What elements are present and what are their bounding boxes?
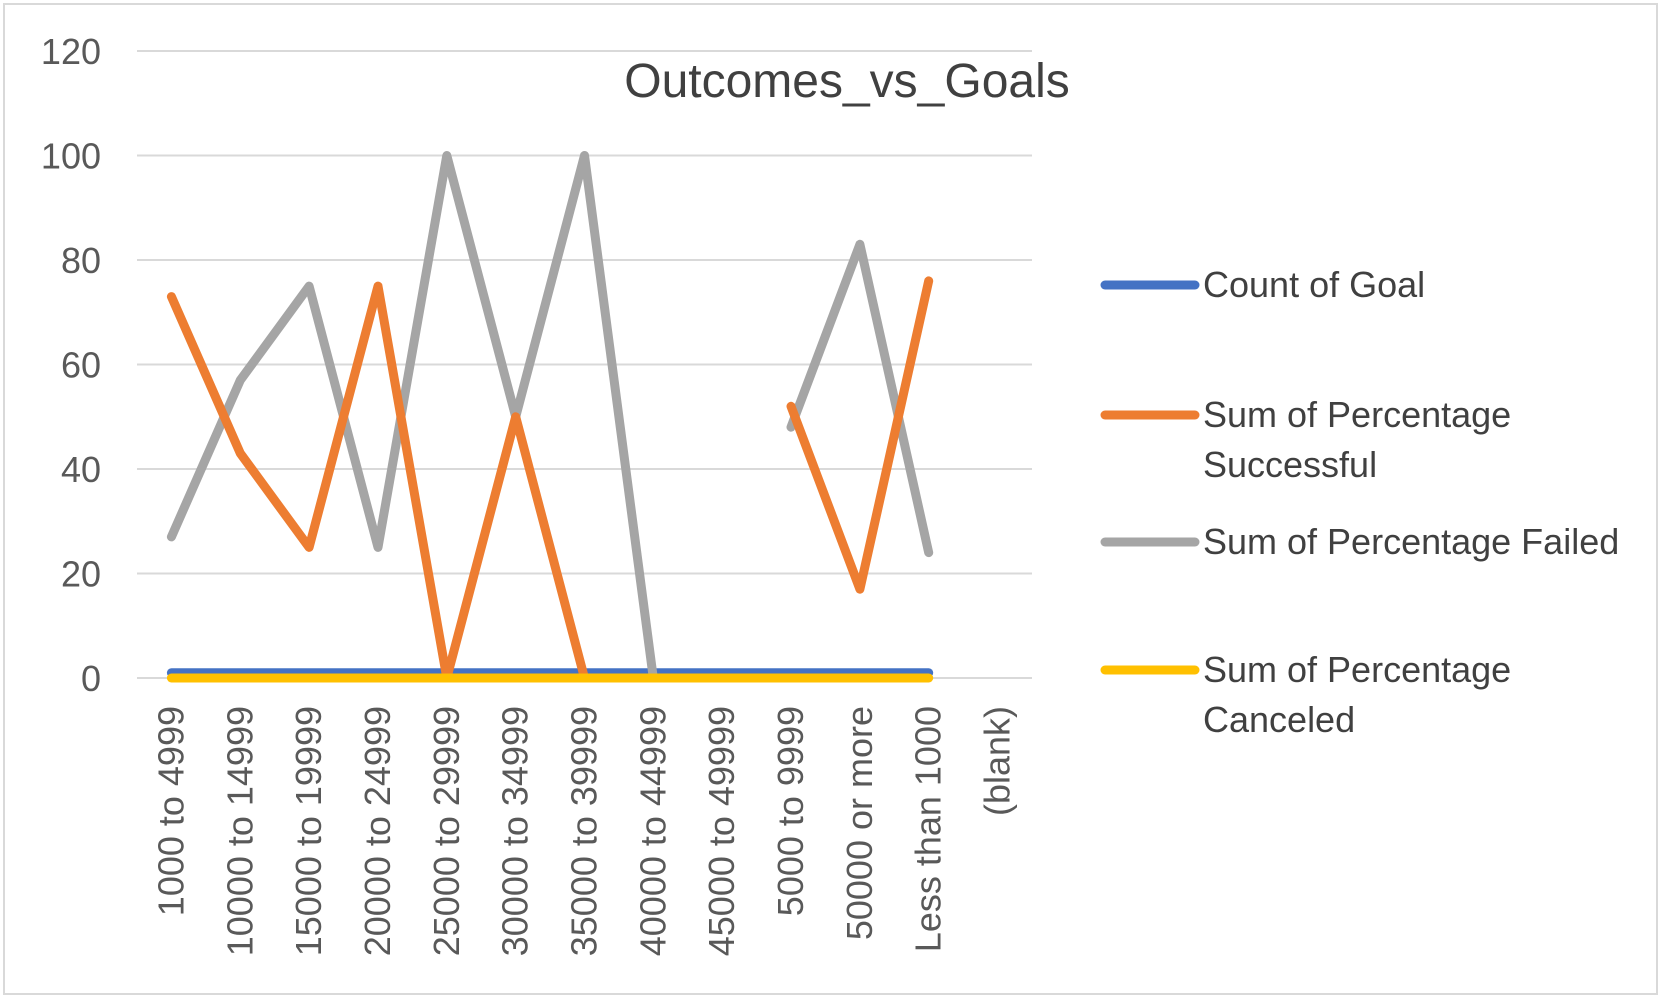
legend-label: Sum of Percentage <box>1203 649 1511 690</box>
x-tick-label: 10000 to 14999 <box>219 706 260 956</box>
y-axis-ticks: 0 20 40 60 80 100 120 <box>41 31 101 699</box>
x-tick-label: 50000 or more <box>839 706 880 940</box>
legend-label: Canceled <box>1203 699 1355 740</box>
x-tick-label: 35000 to 39999 <box>564 706 605 956</box>
x-tick-label: 30000 to 34999 <box>495 706 536 956</box>
y-tick-label: 100 <box>41 136 101 177</box>
series-line <box>166 151 658 683</box>
legend-label: Successful <box>1203 444 1377 485</box>
y-tick-label: 120 <box>41 31 101 72</box>
y-tick-label: 20 <box>61 554 101 595</box>
legend: Count of Goal Sum of Percentage Successful… <box>1100 264 1619 740</box>
y-tick-label: 60 <box>61 345 101 386</box>
series-line <box>786 239 934 558</box>
x-tick-label: 40000 to 44999 <box>632 706 673 956</box>
chart-title: Outcomes_vs_Goals <box>624 55 1070 108</box>
x-tick-label: 5000 to 9999 <box>770 706 811 916</box>
legend-label: Sum of Percentage Failed <box>1203 521 1619 562</box>
series-line <box>166 281 589 683</box>
x-tick-label: (blank) <box>977 706 1018 816</box>
x-tick-label: 25000 to 29999 <box>426 706 467 956</box>
x-tick-label: 45000 to 49999 <box>701 706 742 956</box>
x-axis-ticks: 1000 to 4999 10000 to 14999 15000 to 19999… <box>150 706 1017 956</box>
x-tick-label: 20000 to 24999 <box>357 706 398 956</box>
legend-label: Sum of Percentage <box>1203 394 1511 435</box>
series-lines <box>166 151 934 683</box>
y-tick-label: 0 <box>81 658 101 699</box>
series-line <box>786 276 934 594</box>
legend-label: Count of Goal <box>1203 264 1425 305</box>
chart-frame: 0 20 40 60 80 100 120 1000 to 4999 10000 to 149… <box>3 3 1658 995</box>
gridlines <box>137 50 1032 679</box>
line-chart: 0 20 40 60 80 100 120 1000 to 4999 10000 to 149… <box>41 31 1619 956</box>
x-tick-label: 1000 to 4999 <box>150 706 191 916</box>
y-tick-label: 40 <box>61 449 101 490</box>
x-tick-label: 15000 to 19999 <box>288 706 329 956</box>
x-tick-label: Less than 1000 <box>908 706 949 952</box>
y-tick-label: 80 <box>61 240 101 281</box>
